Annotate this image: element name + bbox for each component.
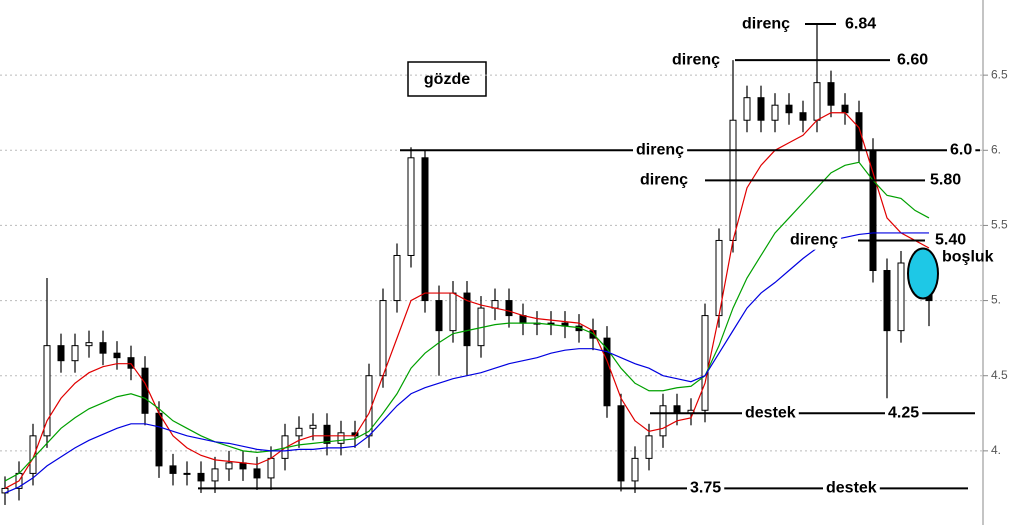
- level-text: direnç: [742, 15, 790, 32]
- candle-body: [505, 300, 513, 317]
- label-bg: [947, 140, 976, 160]
- candle-body: [757, 97, 765, 121]
- candle-body: [267, 457, 275, 479]
- label-bg: [687, 478, 725, 498]
- y-tick-label: 5.: [991, 293, 1001, 307]
- candle-body: [673, 405, 681, 414]
- candle-body: [379, 300, 387, 377]
- label-bg: [885, 403, 923, 423]
- moving-average: [4, 232, 929, 494]
- y-tick-label: 4.5: [991, 368, 1008, 382]
- level-label: 3.75: [690, 480, 721, 497]
- candle-body: [855, 112, 863, 151]
- candle-body: [421, 157, 429, 302]
- candle-body: [155, 412, 163, 467]
- label-bg: [742, 403, 799, 423]
- label-bg: [932, 230, 970, 250]
- y-tick-label: 5.5: [991, 218, 1008, 232]
- label-bg: [894, 50, 932, 70]
- candle-body: [449, 292, 457, 332]
- candle-body: [337, 432, 345, 444]
- level-label: 6.0: [950, 142, 972, 159]
- candle-body: [365, 375, 373, 437]
- candle-body: [141, 367, 149, 414]
- candle-body: [211, 468, 219, 482]
- candle-body: [491, 300, 499, 309]
- candle-body: [43, 345, 51, 437]
- candle-body: [435, 300, 443, 332]
- candle-body: [295, 427, 303, 437]
- level-label: 6.84: [845, 15, 876, 32]
- label-bg: [669, 50, 724, 70]
- label-bg: [637, 170, 692, 190]
- level-label: 4.25: [888, 405, 919, 422]
- level-text: direnç: [672, 51, 720, 68]
- level-text: direnç: [790, 232, 838, 249]
- candle-body: [71, 345, 79, 362]
- note: gözde: [424, 71, 470, 88]
- candle-body: [127, 357, 135, 369]
- candle-body: [645, 435, 653, 459]
- candle-body: [197, 472, 205, 482]
- y-tick-label: 6.5: [991, 67, 1008, 81]
- candle-body: [799, 112, 807, 121]
- level-label: 5.80: [930, 172, 961, 189]
- candle-body: [183, 472, 191, 475]
- candle-body: [113, 352, 121, 359]
- candle-body: [617, 405, 625, 482]
- candle-body: [701, 315, 709, 411]
- candle-body: [253, 468, 261, 479]
- moving-average: [4, 161, 930, 482]
- label-bg: [787, 230, 842, 250]
- candle-body: [813, 82, 821, 121]
- label-bg: [842, 14, 880, 34]
- candle-body: [169, 465, 177, 474]
- label-bg: [927, 170, 965, 190]
- gap-text: boşluk: [942, 249, 994, 266]
- candle-body: [631, 457, 639, 482]
- candle-body: [883, 270, 891, 332]
- candle-body: [99, 342, 107, 354]
- candle-body: [407, 157, 415, 256]
- candle-body: [659, 405, 667, 437]
- candle-body: [393, 254, 401, 302]
- candle-body: [519, 315, 527, 324]
- candle-body: [29, 435, 37, 474]
- candle-body: [225, 462, 233, 470]
- level-text: destek: [745, 405, 796, 422]
- y-tick-label: 4.: [991, 443, 1001, 457]
- candle-body: [897, 262, 905, 332]
- candle-body: [841, 104, 849, 114]
- candle-body: [785, 104, 793, 114]
- candle-body: [309, 424, 317, 429]
- candle-body: [869, 149, 877, 272]
- candle-body: [85, 342, 93, 347]
- label-bg: [633, 140, 688, 160]
- label-bg: [739, 14, 794, 34]
- candle-body: [771, 104, 779, 121]
- label-bg: [823, 478, 880, 498]
- level-label: 6.60: [897, 51, 928, 68]
- candle-body: [827, 82, 835, 106]
- level-text: direnç: [636, 142, 684, 159]
- level-text: destek: [826, 480, 877, 497]
- gap-marker: [907, 247, 939, 300]
- candle-body: [239, 462, 247, 470]
- y-tick-label: 6.: [991, 142, 1001, 156]
- candle-body: [57, 345, 65, 362]
- level-label: 5.40: [935, 232, 966, 249]
- candle-body: [463, 292, 471, 347]
- candle-body: [743, 97, 751, 121]
- candle-body: [603, 337, 611, 407]
- level-text: direnç: [640, 172, 688, 189]
- note-box: [407, 61, 487, 97]
- candle-body: [323, 424, 331, 444]
